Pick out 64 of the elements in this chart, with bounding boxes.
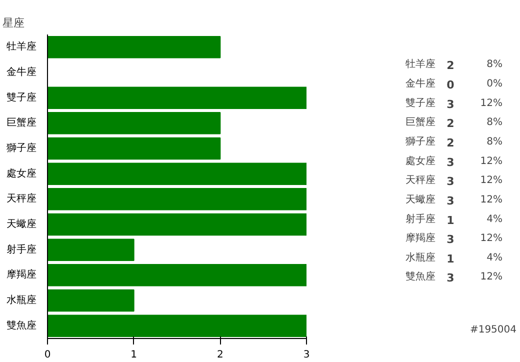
text: 3 [446, 194, 454, 208]
bar [48, 213, 306, 236]
text: 3 [446, 156, 454, 169]
bar [48, 238, 134, 261]
text: 8% [486, 136, 503, 148]
x-tick-label: 3 [303, 350, 310, 360]
text: 12% [480, 272, 503, 283]
x-tick-label: 0 [44, 350, 51, 360]
text: 天蠍座 [406, 193, 436, 206]
y-tick-label: 雙魚座 [6, 319, 36, 332]
bar [48, 289, 134, 312]
text: 摩羯座 [406, 232, 436, 244]
text: 0 [446, 78, 455, 92]
text: 4% [486, 252, 503, 264]
text: 天秤座 [406, 174, 436, 186]
text: 3 [446, 233, 454, 246]
y-tick-label: 天秤座 [6, 192, 36, 205]
bar [48, 36, 221, 58]
text: 巨蟹座 [406, 116, 436, 128]
x-tick-label: 2 [216, 350, 224, 360]
chart-title: 星座 [2, 16, 24, 30]
text: 12% [480, 175, 503, 186]
y-tick-label: 牡羊座 [6, 40, 36, 53]
text: 12% [480, 194, 503, 206]
text: 射手座 [406, 212, 436, 225]
y-tick-label: 摩羯座 [6, 268, 36, 281]
text: 12% [480, 233, 503, 244]
text: 8% [486, 117, 503, 128]
bar [48, 162, 306, 185]
y-tick-label: 射手座 [6, 243, 36, 256]
bar [48, 112, 221, 134]
y-tick-label: 獅子座 [6, 142, 36, 154]
text: 2 [446, 117, 454, 130]
text: 3 [446, 175, 454, 188]
text: 金牛座 [406, 78, 436, 90]
text: 雙子座 [406, 96, 436, 109]
text: #195004 [470, 324, 517, 336]
y-tick-label: 處女座 [6, 167, 36, 180]
y-tick-label: 水瓶座 [6, 294, 36, 306]
bar [48, 137, 221, 160]
text: 2 [446, 59, 454, 72]
y-tick-label: 巨蟹座 [6, 116, 36, 129]
text: 2 [446, 136, 454, 150]
y-tick-label: 天蠍座 [6, 218, 36, 230]
bar [48, 86, 306, 109]
y-tick-label: 金牛座 [6, 66, 36, 78]
text: 3 [446, 272, 454, 285]
text: 雙魚座 [406, 270, 436, 283]
text: 3 [446, 98, 454, 111]
text: 4% [486, 214, 503, 225]
text: 0% [486, 78, 503, 90]
text: 獅子座 [406, 135, 436, 148]
text: 處女座 [406, 154, 436, 167]
y-tick-label: 雙子座 [6, 91, 36, 104]
text: 1 [446, 214, 454, 227]
text: 1 [446, 252, 454, 266]
text: 水瓶座 [406, 251, 436, 264]
bar [48, 188, 306, 210]
x-tick-label: 1 [130, 350, 138, 360]
bar [48, 264, 306, 286]
text: 12% [480, 98, 503, 109]
text: 12% [480, 156, 503, 167]
text: 牡羊座 [406, 58, 436, 70]
text: 8% [486, 59, 503, 70]
